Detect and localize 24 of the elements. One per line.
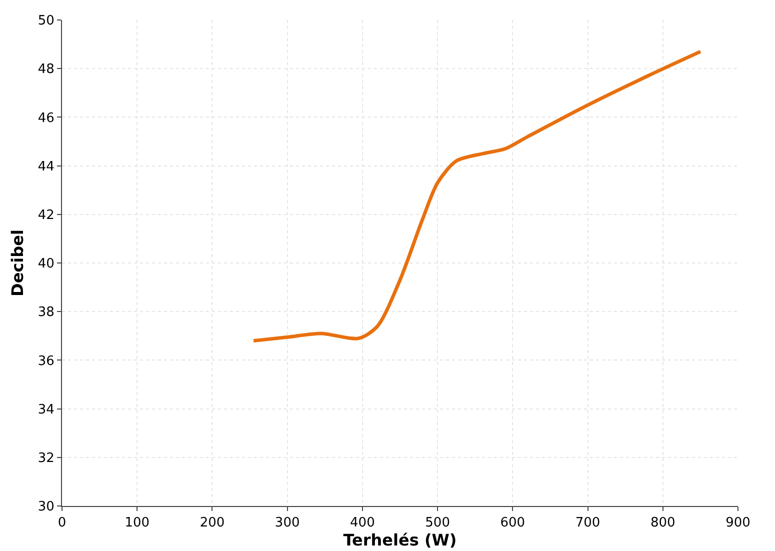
x-tick-label: 400 <box>350 516 375 531</box>
y-tick-label: 46 <box>38 110 54 126</box>
x-tick-label: 800 <box>650 516 676 531</box>
y-tick-label: 42 <box>38 208 54 223</box>
x-tick-label: 500 <box>425 516 450 531</box>
y-tick-label: 44 <box>38 159 54 174</box>
y-tick-label: 36 <box>38 354 54 369</box>
x-axis-title: Terhelés (W) <box>343 530 457 550</box>
line-series <box>252 50 702 343</box>
x-tick-label: 600 <box>500 516 526 531</box>
x-tick-label: 100 <box>124 516 150 531</box>
y-tick-label: 40 <box>38 256 54 272</box>
y-tick-label: 34 <box>38 402 54 418</box>
x-tick-label: 900 <box>726 516 750 531</box>
y-tick-label: 48 <box>38 62 54 78</box>
y-tick-label: 30 <box>38 500 54 515</box>
y-axis-title: Decibel <box>8 230 27 296</box>
x-tick-label: 700 <box>575 516 600 531</box>
y-tick-label: 32 <box>38 450 54 466</box>
x-tick-label: 0 <box>58 516 66 531</box>
x-tick-label: 300 <box>274 516 300 531</box>
y-tick-label: 50 <box>38 14 54 29</box>
x-tick-label: 200 <box>200 516 225 531</box>
y-tick-label: 38 <box>38 305 54 320</box>
